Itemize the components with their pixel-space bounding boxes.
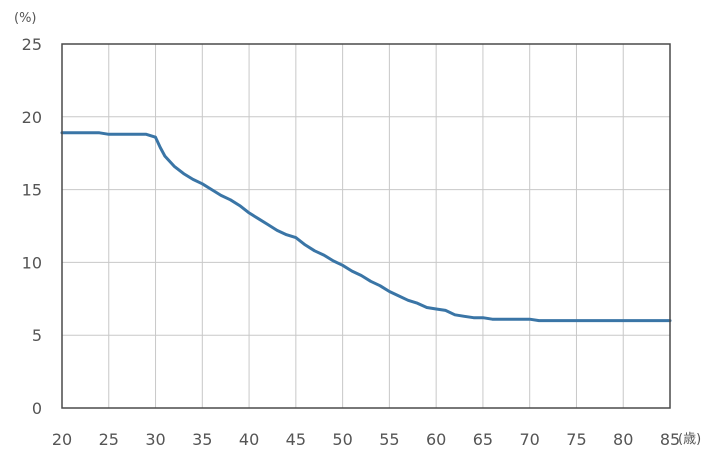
x-tick-label: 50: [332, 430, 352, 449]
x-tick-label: 45: [286, 430, 306, 449]
x-tick-label: 25: [99, 430, 119, 449]
x-tick-label: 55: [379, 430, 399, 449]
tick-labels: 20 25 30 35 40 45 50 55 60 65 70 75 80 85 0 5 10 15 20 25: [22, 35, 681, 449]
x-tick-label: 35: [192, 430, 212, 449]
series-lines: [60, 131, 672, 323]
y-axis-unit-label: (%): [14, 11, 37, 26]
x-tick-label: 85: [660, 430, 680, 449]
x-tick-label: 80: [613, 430, 633, 449]
x-tick-label: 65: [473, 430, 493, 449]
x-axis-unit-label: (歳): [678, 432, 701, 447]
x-tick-label: 20: [52, 430, 72, 449]
x-tick-label: 70: [520, 430, 540, 449]
x-tick-label: 40: [239, 430, 259, 449]
x-tick-label: 75: [566, 430, 586, 449]
y-tick-label: 25: [22, 35, 42, 54]
plot-frame: [61, 43, 671, 409]
y-tick-label: 0: [32, 399, 42, 418]
y-tick-label: 5: [32, 326, 42, 345]
gridlines: [62, 44, 670, 408]
y-tick-label: 15: [22, 181, 42, 200]
series-line: [60, 131, 672, 323]
x-tick-label: 30: [145, 430, 165, 449]
y-tick-label: 20: [22, 108, 42, 127]
y-tick-label: 10: [22, 253, 42, 272]
x-tick-label: 60: [426, 430, 446, 449]
